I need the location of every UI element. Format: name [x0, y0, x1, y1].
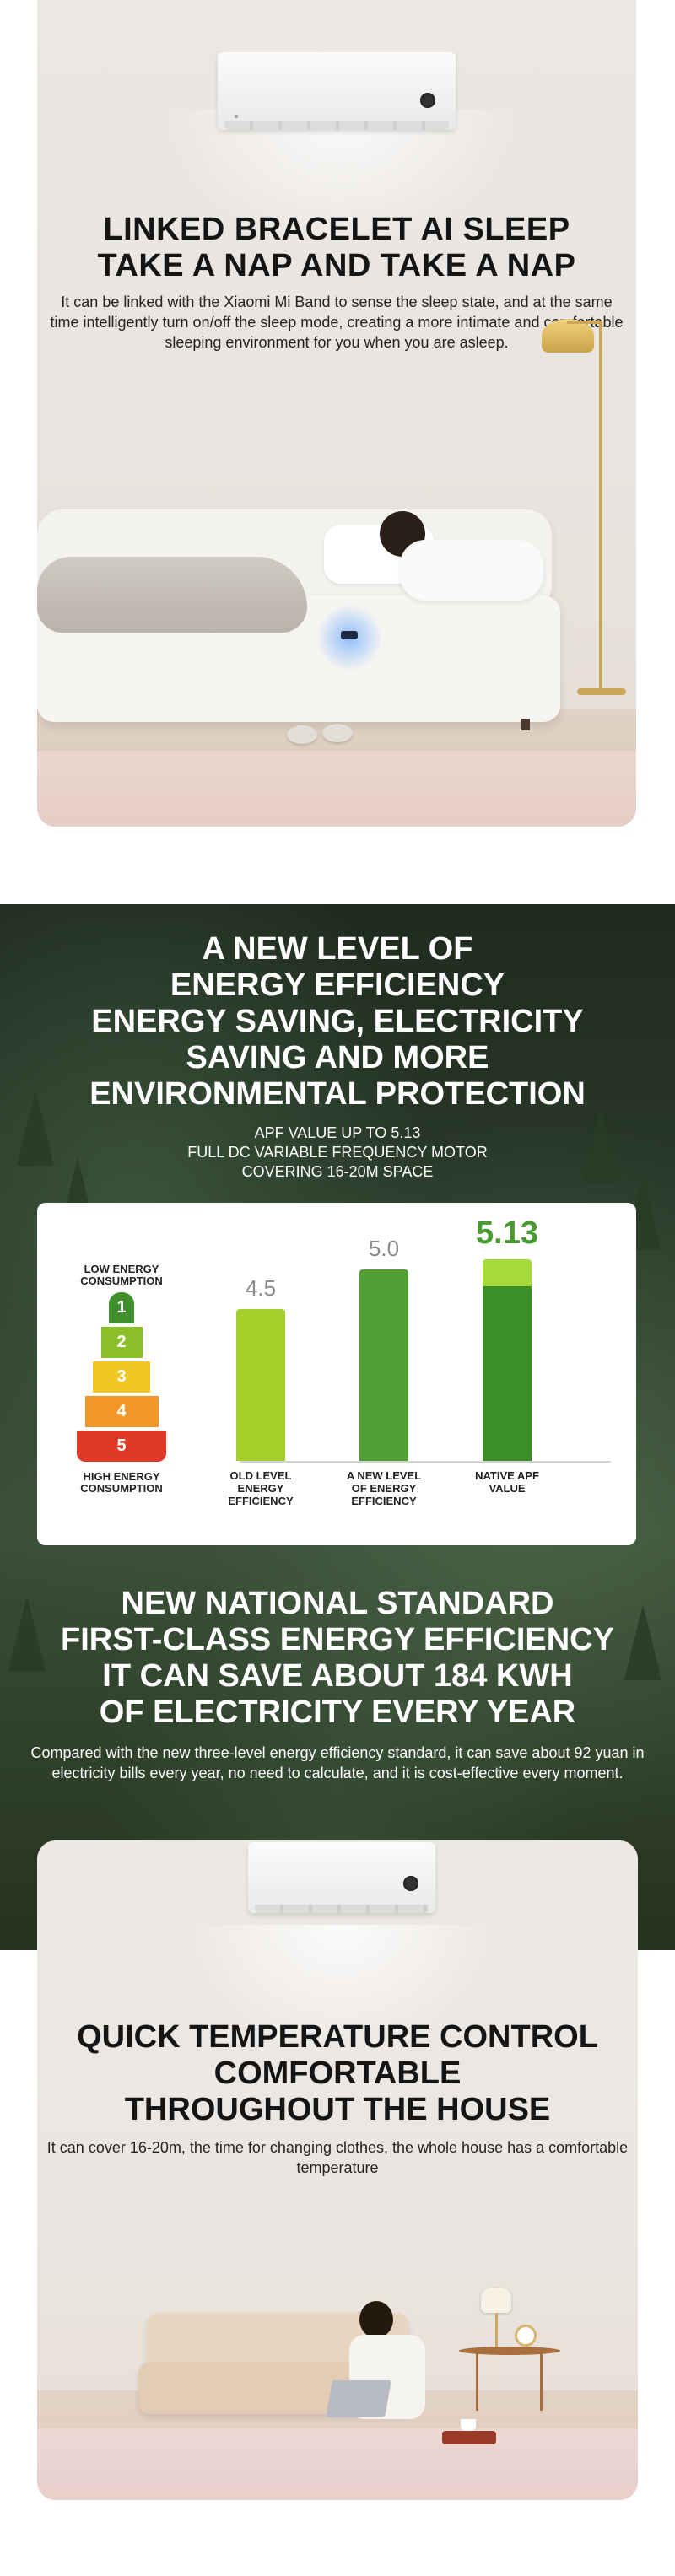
- bar-category-label-line: A NEW LEVEL: [346, 1469, 422, 1482]
- laptop-icon: [326, 2380, 392, 2417]
- pyramid-level-4: 4: [84, 1396, 159, 1427]
- ac-logo-icon: [235, 115, 238, 118]
- efficiency-subtitle-line3: COVERING 16-20M SPACE: [241, 1163, 434, 1180]
- floor-lamp-pole: [599, 321, 602, 692]
- bar-category-label-line: OF ENERGY: [351, 1482, 417, 1495]
- pyramid-level-3: 3: [93, 1361, 150, 1393]
- pyramid-top-label-line1: LOW ENERGY: [84, 1263, 159, 1275]
- sleep-title-line1: LINKED BRACELET AI SLEEP: [103, 212, 570, 247]
- blanket: [37, 557, 307, 633]
- sleep-section: LINKED BRACELET AI SLEEP TAKE A NAP AND …: [37, 0, 636, 827]
- side-table-leg: [540, 2352, 543, 2411]
- side-table-leg: [476, 2352, 478, 2411]
- slipper-icon: [287, 725, 317, 744]
- bar-1: [236, 1308, 285, 1461]
- pyramid-level-1: 1: [109, 1292, 134, 1323]
- bar-category-label-line: EFFICIENCY: [351, 1495, 417, 1507]
- bar-category-label-2: A NEW LEVEL OF ENERGY EFFICIENCY: [329, 1469, 439, 1507]
- bar-3: [483, 1258, 532, 1461]
- efficiency-subtitle-line2: FULL DC VARIABLE FREQUENCY MOTOR: [187, 1144, 488, 1161]
- pyramid-bottom-label: HIGH ENERGY CONSUMPTION: [71, 1471, 172, 1495]
- standard-title-line2: FIRST-CLASS ENERGY EFFICIENCY: [61, 1622, 614, 1657]
- clock-icon: [515, 2325, 537, 2347]
- pillow: [400, 540, 543, 601]
- tree-shape: [582, 1107, 619, 1183]
- cup-icon: [461, 2419, 476, 2431]
- bar-category-label-3: NATIVE APF VALUE: [452, 1469, 562, 1495]
- temperature-title-line1: QUICK TEMPERATURE CONTROL: [77, 2019, 598, 2055]
- bar-2: [359, 1269, 408, 1461]
- side-table: [459, 2347, 560, 2355]
- bar-category-label-line: VALUE: [489, 1482, 526, 1495]
- temperature-title-line2: COMFORTABLE: [213, 2056, 462, 2091]
- floor-lamp-shade: [542, 319, 594, 353]
- pyramid-bottom-label-line2: CONSUMPTION: [80, 1482, 163, 1495]
- bar-category-label-1: OLD LEVEL ENERGY EFFICIENCY: [206, 1469, 316, 1507]
- tree-shape: [624, 1604, 662, 1680]
- bar-value-label-2: 5.0: [368, 1235, 400, 1261]
- bar-category-label-line: NATIVE APF: [475, 1469, 539, 1482]
- pyramid-top-label: LOW ENERGY CONSUMPTION: [71, 1264, 172, 1287]
- temperature-title-line3: THROUGHOUT THE HOUSE: [124, 2092, 551, 2127]
- slipper-icon: [322, 724, 353, 742]
- bar-category-label-line: OLD LEVEL: [230, 1469, 292, 1482]
- mi-band-icon: [341, 631, 358, 639]
- sleep-title-line2: TAKE A NAP AND TAKE A NAP: [97, 248, 576, 283]
- efficiency-title-line4: SAVING AND MORE: [186, 1040, 489, 1075]
- air-conditioner-image: [248, 1842, 435, 1913]
- efficiency-title-line3: ENERGY SAVING, ELECTRICITY: [91, 1004, 584, 1039]
- tree-shape: [8, 1596, 46, 1672]
- bar-value-label-3: 5.13: [476, 1215, 538, 1251]
- pyramid-level-5: 5: [77, 1431, 166, 1462]
- ac-vent: [224, 121, 449, 130]
- sofa-leg: [521, 719, 530, 730]
- tree-shape: [17, 1090, 54, 1166]
- table-lamp-icon: [481, 2288, 511, 2313]
- pyramid-level-2: 2: [100, 1327, 143, 1358]
- floor-lamp-base: [577, 688, 626, 695]
- air-conditioner-image: [218, 52, 456, 130]
- ac-vent: [255, 1905, 429, 1913]
- rug: [37, 2428, 638, 2500]
- chart-baseline: [240, 1461, 611, 1463]
- standard-title-line4: OF ELECTRICITY EVERY YEAR: [99, 1695, 576, 1730]
- rug: [37, 751, 636, 827]
- bar-category-label-line: ENERGY: [237, 1482, 284, 1495]
- efficiency-title-line1: A NEW LEVEL OF: [202, 931, 473, 967]
- efficiency-title-line5: ENVIRONMENTAL PROTECTION: [89, 1076, 586, 1112]
- temperature-section: QUICK TEMPERATURE CONTROL COMFORTABLE TH…: [37, 1840, 638, 2500]
- ac-display-icon: [420, 93, 435, 108]
- floor-lamp-arm: [567, 321, 602, 324]
- standard-title-line3: IT CAN SAVE ABOUT 184 KWH: [102, 1658, 573, 1694]
- efficiency-title-line2: ENERGY EFFICIENCY: [170, 967, 505, 1003]
- bar-category-label-line: EFFICIENCY: [228, 1495, 294, 1507]
- bar-value-label-1: 4.5: [245, 1275, 277, 1301]
- table-lamp-stem: [495, 2313, 498, 2348]
- sitting-person-head: [359, 2301, 393, 2338]
- sleep-description: It can be linked with the Xiaomi Mi Band…: [50, 294, 624, 351]
- pyramid-bottom-label-line1: HIGH ENERGY: [83, 1470, 160, 1483]
- standard-title-line1: NEW NATIONAL STANDARD: [121, 1586, 554, 1621]
- efficiency-subtitle-line1: APF VALUE UP TO 5.13: [254, 1124, 421, 1141]
- tray: [442, 2431, 496, 2444]
- temperature-description: It can cover 16-20m, the time for changi…: [46, 2139, 629, 2176]
- ac-display-icon: [403, 1876, 418, 1891]
- pyramid-top-label-line2: CONSUMPTION: [80, 1275, 163, 1287]
- standard-description: Compared with the new three-level energy…: [30, 1744, 645, 1781]
